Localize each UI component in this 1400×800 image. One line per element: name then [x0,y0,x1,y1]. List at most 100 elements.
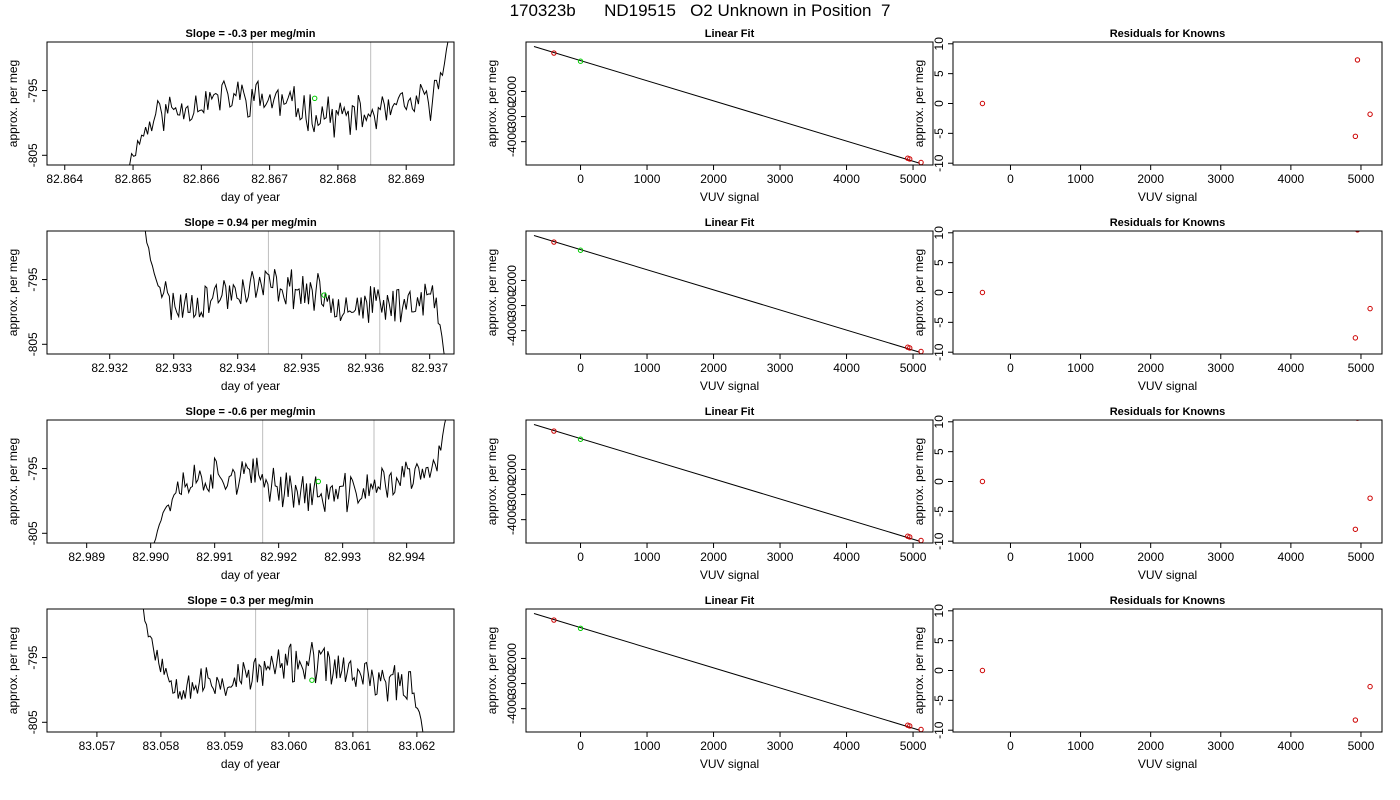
y-tick-label: -5 [932,695,946,706]
y-tick-label: -805 [26,710,40,734]
x-tick-label: 4000 [833,361,860,375]
x-tick-label: 2000 [1137,739,1164,753]
y-tick-label: 10 [932,226,946,240]
plot-frame [46,608,455,733]
y-tick-label: 10 [932,415,946,429]
y-tick-label: -3000 [505,479,519,510]
x-tick-label: 4000 [1278,550,1305,564]
y-tick-label: -10 [932,343,946,361]
y-tick-label: 0 [932,100,946,107]
known-point [1355,231,1360,233]
y-tick-label: -3000 [505,668,519,699]
y-tick-label: 0 [932,289,946,296]
y-tick-label: -10 [932,154,946,172]
x-tick-label: 5000 [900,739,927,753]
y-tick-label: -2000 [505,454,519,485]
data-area [979,420,1373,532]
x-tick-label: 2000 [700,361,727,375]
known-point [551,617,557,623]
y-tick-label: 5 [932,70,946,77]
x-tick-label: 82.868 [320,172,357,186]
x-tick-label: 82.864 [46,172,83,186]
x-tick-label: 1000 [1067,739,1094,753]
x-tick-label: 0 [1007,739,1014,753]
x-tick-label: 4000 [1278,739,1305,753]
x-tick-label: 82.991 [196,550,233,564]
data-area [142,609,424,732]
x-tick-label: 0 [577,739,584,753]
x-tick-label: 2000 [700,550,727,564]
plot-frame [525,608,934,733]
data-area [144,231,445,354]
signal-line [142,609,424,732]
known-point [1367,305,1373,312]
y-tick-label: -2000 [505,265,519,296]
x-tick-label: 82.865 [115,172,152,186]
x-tick-label: 82.993 [324,550,361,564]
x-tick-label: 82.866 [183,172,220,186]
panel-2-1: Linear Fit 0 1000 2000 3000 4000 5000 -2000-300… [485,406,934,582]
panel-title: Residuals for Knowns [1110,217,1226,229]
plot-frame [952,608,1383,733]
y-axis-label: approx. per meg [6,627,20,714]
x-tick-label: 2000 [1137,172,1164,186]
y-tick-label: 10 [932,37,946,51]
x-tick-label: 82.934 [219,361,256,375]
data-area [533,424,924,543]
x-tick-label: 0 [577,550,584,564]
data-area [979,667,1373,723]
y-tick-label: -2000 [505,76,519,107]
x-axis-label: day of year [221,757,280,771]
x-tick-label: 82.936 [347,361,384,375]
y-axis-label: approx. per meg [912,60,926,147]
y-tick-label: 5 [932,259,946,266]
y-tick-label: -4000 [505,126,519,157]
unknown-marker [311,95,318,102]
known-point [907,345,913,351]
x-tick-label: 1000 [1067,172,1094,186]
y-tick-label: -4000 [505,693,519,724]
panel-title: Linear Fit [705,28,755,40]
y-tick-label: -5 [932,128,946,139]
x-tick-label: 1000 [634,361,661,375]
known-point [1367,495,1373,501]
known-point [979,478,986,485]
y-tick-label: 0 [932,667,946,674]
x-axis-label: VUV signal [700,379,759,393]
x-tick-label: 0 [1007,361,1014,375]
x-tick-label: 1000 [1067,550,1094,564]
panel-title: Slope = 0.3 per meg/min [187,595,314,607]
panel-0-0: Slope = -0.3 per meg/min 82.864 82.865 82.8… [6,28,455,204]
plot-frame [952,419,1383,544]
data-area [129,42,449,165]
x-axis-label: VUV signal [1138,568,1197,582]
x-tick-label: 82.994 [388,550,425,564]
y-tick-label: -5 [932,506,946,517]
y-axis-label: approx. per meg [6,60,20,147]
y-tick-label: 5 [932,637,946,644]
known-point [1367,111,1373,117]
unknown-point [577,625,584,631]
x-tick-label: 82.867 [251,172,288,186]
x-tick-label: 3000 [767,361,794,375]
unknown-marker [321,292,327,298]
known-point [918,726,924,732]
x-axis-label: VUV signal [1138,379,1197,393]
x-tick-label: 82.869 [388,172,425,186]
panel-title: Slope = 0.94 per meg/min [184,217,317,229]
panel-0-2: Residuals for Knowns 0 1000 2000 3000 4000 500… [912,28,1383,204]
x-tick-label: 5000 [1348,361,1375,375]
x-tick-label: 82.935 [283,361,320,375]
plot-frame [46,230,455,355]
panel-title: Residuals for Knowns [1110,406,1226,418]
y-tick-label: -2000 [505,643,519,674]
y-tick-label: -3000 [505,290,519,321]
unknown-point [577,436,584,442]
y-axis-label: approx. per meg [912,249,926,336]
y-tick-label: -10 [932,721,946,739]
x-tick-label: 5000 [900,361,927,375]
x-tick-label: 83.062 [399,739,436,753]
x-tick-label: 82.933 [155,361,192,375]
plot-frame [46,41,455,166]
